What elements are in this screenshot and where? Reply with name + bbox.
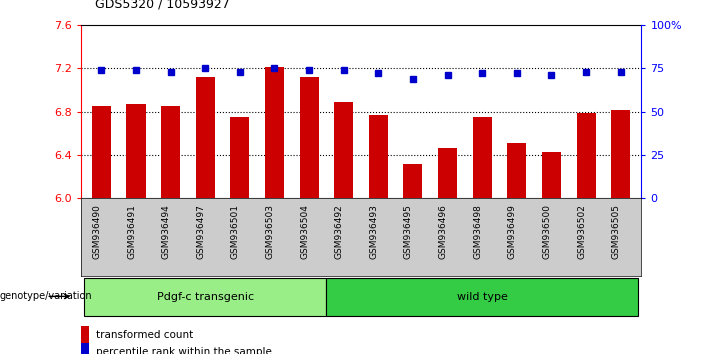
- Bar: [403, 164, 423, 198]
- Bar: [576, 113, 596, 198]
- Text: Pdgf-c transgenic: Pdgf-c transgenic: [157, 291, 254, 302]
- Bar: [231, 117, 250, 198]
- Text: GSM936502: GSM936502: [577, 205, 586, 259]
- Text: genotype/variation: genotype/variation: [0, 291, 93, 301]
- Text: GSM936504: GSM936504: [300, 205, 309, 259]
- Text: GSM936498: GSM936498: [473, 205, 482, 259]
- Text: transformed count: transformed count: [96, 330, 193, 339]
- Text: GSM936501: GSM936501: [231, 205, 240, 259]
- Text: GSM936493: GSM936493: [369, 205, 379, 259]
- Bar: [369, 115, 388, 198]
- Text: GSM936500: GSM936500: [543, 205, 552, 259]
- Text: GSM936496: GSM936496: [439, 205, 447, 259]
- Bar: [334, 102, 353, 198]
- Bar: [611, 110, 630, 198]
- Text: GDS5320 / 10593927: GDS5320 / 10593927: [95, 0, 229, 11]
- Bar: [84, 278, 327, 316]
- Bar: [472, 117, 491, 198]
- Bar: [327, 278, 638, 316]
- Text: GSM936503: GSM936503: [266, 205, 275, 259]
- Bar: [196, 77, 215, 198]
- Text: GSM936505: GSM936505: [612, 205, 620, 259]
- Text: GSM936490: GSM936490: [93, 205, 102, 259]
- Bar: [265, 67, 284, 198]
- Text: GSM936499: GSM936499: [508, 205, 517, 259]
- Text: percentile rank within the sample: percentile rank within the sample: [96, 347, 272, 354]
- Bar: [542, 152, 561, 198]
- Bar: [92, 106, 111, 198]
- Text: GSM936491: GSM936491: [127, 205, 136, 259]
- Bar: [438, 148, 457, 198]
- Text: GSM936497: GSM936497: [196, 205, 205, 259]
- Text: GSM936492: GSM936492: [334, 205, 343, 259]
- Bar: [126, 104, 146, 198]
- Text: GSM936494: GSM936494: [162, 205, 170, 259]
- Bar: [161, 106, 180, 198]
- Text: wild type: wild type: [457, 291, 508, 302]
- Text: GSM936495: GSM936495: [404, 205, 413, 259]
- Bar: [508, 143, 526, 198]
- Bar: [299, 77, 319, 198]
